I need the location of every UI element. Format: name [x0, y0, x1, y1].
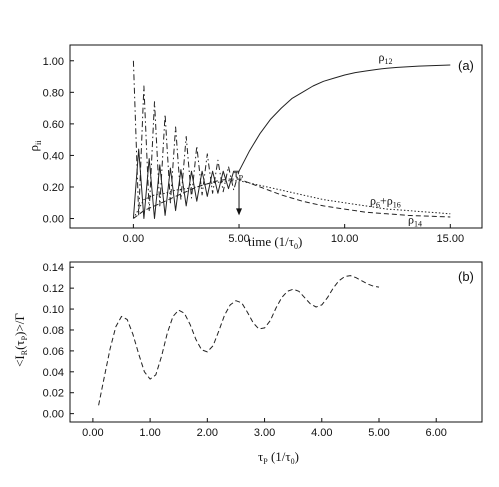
x-tick-label: 3.00	[254, 427, 275, 439]
panel-a: 0.00 5.00 10.00 15.00 0.00 0.20 0.40 0.60 0.80 1.…	[26, 44, 483, 251]
y-tick-label: 0.60	[43, 119, 64, 131]
y-tick-label: 0.12	[43, 283, 64, 295]
y-tick-label: 0.80	[43, 87, 64, 99]
y-tick-label: 0.10	[43, 304, 64, 316]
series-group-b	[98, 275, 380, 406]
annotation-label-3: τP	[234, 167, 244, 183]
panel-label-a: (a)	[458, 58, 474, 73]
annotation-label-2: ρ14	[408, 212, 422, 228]
y-tick-label: 0.00	[43, 214, 64, 226]
y-tick-label: 0.02	[43, 388, 64, 400]
y-tick-label: 0.08	[43, 325, 64, 337]
x-tick-label: 10.00	[331, 233, 359, 245]
y-tick-label: 0.40	[43, 150, 64, 162]
annotation-label-0: ρ12	[378, 50, 392, 66]
panel-b: 0.00 1.00 2.00 3.00 4.00 5.00 6.00 0.00 0.02 0.04…	[12, 261, 483, 466]
x-tick-label: 0.00	[123, 233, 144, 245]
x-axis-label-a: time (1/τ0)	[248, 234, 302, 251]
y-tick-label: 0.00	[43, 409, 64, 421]
plot-frame-a	[69, 44, 483, 229]
x-tick-label: 0.00	[82, 427, 103, 439]
y-tick-label: 0.06	[43, 346, 64, 358]
annotation-arrow-head	[236, 208, 243, 216]
y-tick-label: 0.14	[43, 262, 64, 274]
series-line-a-3	[133, 178, 451, 219]
x-tick-label: 6.00	[426, 427, 447, 439]
series-line-a-2	[132, 180, 451, 219]
axis-ticks-b: 0.00 1.00 2.00 3.00 4.00 5.00 6.00 0.00 0.02 0.04…	[43, 262, 447, 439]
plot-frame-b	[69, 261, 483, 423]
series-line-a-1	[132, 60, 240, 216]
series-line-b-0	[98, 275, 380, 406]
x-tick-label: 4.00	[311, 427, 332, 439]
series-group-a	[132, 60, 451, 219]
x-tick-label: 5.00	[228, 233, 249, 245]
y-axis-label-b: <IR(τP)>/Γ	[12, 313, 29, 367]
y-tick-label: 0.04	[43, 367, 64, 379]
x-tick-label: 2.00	[197, 427, 218, 439]
x-tick-label: 5.00	[368, 427, 389, 439]
x-axis-label-b: τP (1/τ0)	[258, 449, 299, 466]
y-tick-label: 0.20	[43, 182, 64, 194]
annotations-a: ρ12 ρ6+ρ16 ρ14 τP	[234, 50, 422, 228]
y-tick-label: 1.00	[43, 56, 64, 68]
y-axis-label-a: ρii	[26, 140, 43, 152]
panel-label-b: (b)	[458, 269, 474, 284]
x-tick-label: 1.00	[139, 427, 160, 439]
axis-ticks-a: 0.00 5.00 10.00 15.00 0.00 0.20 0.40 0.60 0.80 1.…	[43, 56, 464, 245]
annotation-label-1: ρ6+ρ16	[370, 193, 401, 209]
x-tick-label: 15.00	[437, 233, 465, 245]
